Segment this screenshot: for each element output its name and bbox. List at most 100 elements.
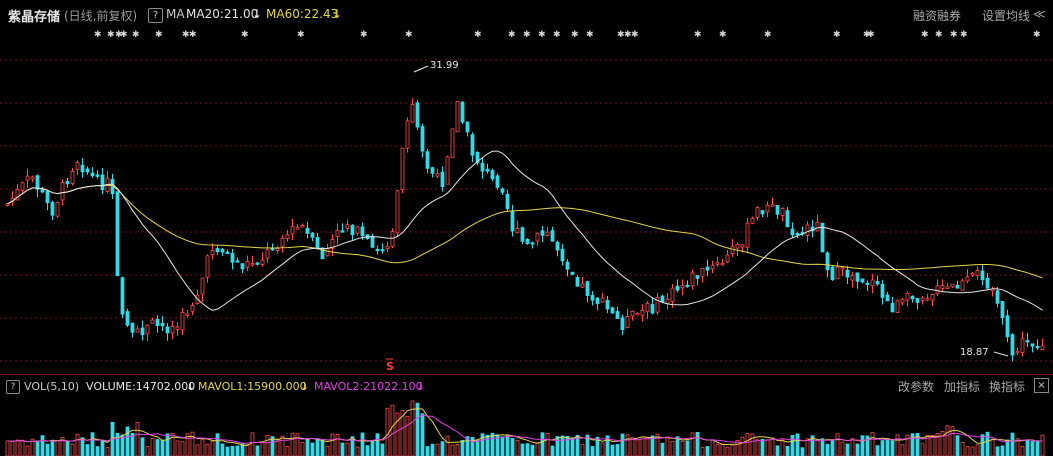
candle[interactable]: [760, 210, 765, 215]
volume-bar[interactable]: [210, 441, 215, 456]
volume-bar[interactable]: [115, 432, 120, 456]
volume-bar[interactable]: [415, 402, 420, 456]
candle[interactable]: [135, 328, 140, 333]
volume-bar[interactable]: [625, 434, 630, 456]
volume-bar[interactable]: [175, 440, 180, 456]
event-marker-icon[interactable]: ✱: [132, 30, 140, 40]
candle[interactable]: [740, 244, 745, 248]
candle[interactable]: [730, 246, 735, 255]
candle[interactable]: [305, 227, 310, 234]
candle[interactable]: [310, 232, 315, 238]
candle[interactable]: [615, 311, 620, 319]
volume-bar[interactable]: [640, 436, 645, 456]
candle[interactable]: [605, 300, 610, 310]
event-marker-icon[interactable]: ✱: [1033, 30, 1041, 40]
volume-bar[interactable]: [550, 445, 555, 456]
candle[interactable]: [575, 276, 580, 287]
volume-bar[interactable]: [525, 443, 530, 456]
candle[interactable]: [420, 126, 425, 152]
volume-bar[interactable]: [160, 439, 165, 456]
candle[interactable]: [490, 170, 495, 180]
volume-bar[interactable]: [850, 438, 855, 456]
candle[interactable]: [580, 283, 585, 288]
candle[interactable]: [795, 232, 800, 236]
candle[interactable]: [340, 230, 345, 233]
candle[interactable]: [690, 272, 695, 287]
volume-bar[interactable]: [70, 443, 75, 456]
candle[interactable]: [650, 304, 655, 314]
candle[interactable]: [600, 297, 605, 303]
add-indicator-button[interactable]: 加指标: [944, 380, 981, 394]
volume-bar[interactable]: [280, 435, 285, 456]
candle[interactable]: [460, 101, 465, 123]
candle[interactable]: [515, 228, 520, 234]
candle[interactable]: [295, 227, 300, 230]
candle[interactable]: [265, 249, 270, 259]
volume-bar[interactable]: [825, 443, 830, 456]
volume-bar[interactable]: [1015, 438, 1020, 456]
candle[interactable]: [770, 204, 775, 207]
candle[interactable]: [860, 278, 865, 283]
volume-bar[interactable]: [690, 432, 695, 456]
candle[interactable]: [1015, 350, 1020, 354]
volume-bar[interactable]: [710, 439, 715, 456]
volume-bar[interactable]: [60, 437, 65, 456]
event-marker-icon[interactable]: ✱: [571, 30, 579, 40]
change-params-button[interactable]: 改参数: [898, 380, 935, 394]
volume-bar[interactable]: [105, 447, 110, 456]
candle[interactable]: [140, 327, 145, 336]
candle[interactable]: [1035, 346, 1040, 349]
candle[interactable]: [850, 275, 855, 281]
candle[interactable]: [440, 171, 445, 188]
volume-bar[interactable]: [900, 444, 905, 456]
volume-bar[interactable]: [675, 436, 680, 456]
volume-bars[interactable]: [5, 400, 1045, 456]
volume-bar[interactable]: [950, 426, 955, 456]
volume-bar[interactable]: [1040, 434, 1045, 456]
event-marker-icon[interactable]: ✱: [617, 30, 625, 40]
volume-indicator-name[interactable]: VOL(5,10): [24, 380, 80, 393]
volume-bar[interactable]: [435, 443, 440, 456]
candle[interactable]: [15, 188, 20, 201]
candle[interactable]: [470, 134, 475, 156]
event-marker-icon[interactable]: ✱: [764, 30, 772, 40]
candle[interactable]: [175, 326, 180, 330]
volume-bar[interactable]: [1005, 439, 1010, 456]
event-marker-icon[interactable]: ✱: [94, 30, 102, 40]
candle[interactable]: [430, 167, 435, 174]
volume-bar[interactable]: [685, 440, 690, 456]
volume-bar[interactable]: [430, 443, 435, 456]
volume-bar[interactable]: [800, 447, 805, 456]
volume-bar[interactable]: [630, 437, 635, 456]
event-marker-icon[interactable]: ✱: [189, 30, 197, 40]
candle[interactable]: [170, 326, 175, 334]
volume-bar[interactable]: [130, 432, 135, 456]
candle[interactable]: [830, 266, 835, 281]
volume-bar[interactable]: [940, 430, 945, 456]
set-ma-button[interactable]: 设置均线: [982, 9, 1031, 23]
volume-bar[interactable]: [155, 439, 160, 456]
candle[interactable]: [495, 175, 500, 188]
volume-bar[interactable]: [700, 447, 705, 456]
volume-bar[interactable]: [25, 445, 30, 456]
candle[interactable]: [565, 261, 570, 270]
candle[interactable]: [480, 162, 485, 172]
candle[interactable]: [115, 191, 120, 277]
volume-bar[interactable]: [760, 438, 765, 456]
volume-bar[interactable]: [485, 434, 490, 456]
volume-bar[interactable]: [650, 435, 655, 456]
volume-bar[interactable]: [785, 445, 790, 456]
candle[interactable]: [100, 174, 105, 191]
event-marker-icon[interactable]: ✱: [508, 30, 516, 40]
volume-bar[interactable]: [810, 435, 815, 456]
candle[interactable]: [145, 324, 150, 335]
candle[interactable]: [20, 182, 25, 191]
candle[interactable]: [855, 272, 860, 282]
volume-bar[interactable]: [745, 432, 750, 456]
margin-trading-button[interactable]: 融资融券: [913, 9, 962, 23]
candle[interactable]: [735, 244, 740, 249]
volume-bar[interactable]: [365, 445, 370, 456]
candle[interactable]: [260, 259, 265, 265]
candle[interactable]: [405, 120, 410, 149]
candle[interactable]: [450, 128, 455, 159]
